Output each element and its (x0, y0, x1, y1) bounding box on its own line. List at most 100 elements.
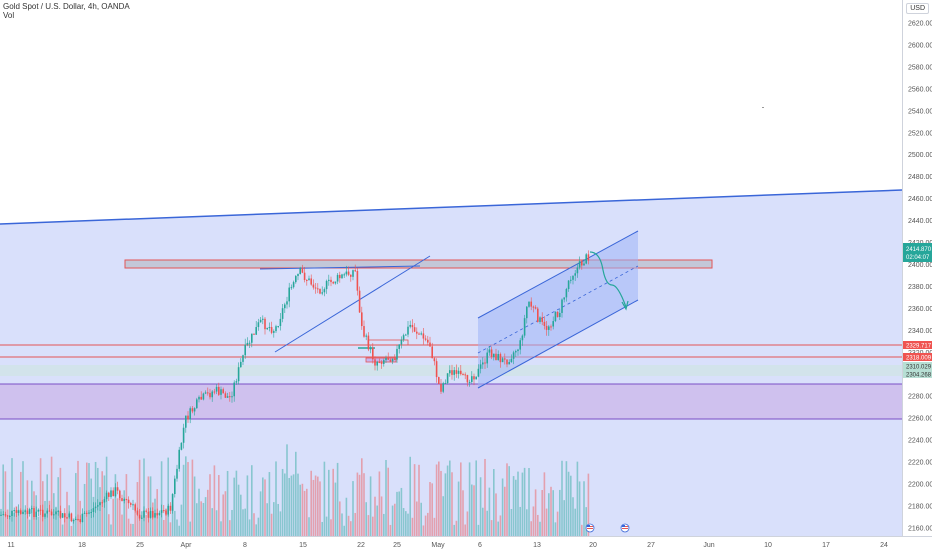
volume-bar (268, 472, 271, 536)
volume-bar (572, 497, 574, 536)
volume-bar (383, 513, 385, 536)
candle-body (39, 509, 42, 511)
candle-body (231, 396, 233, 398)
candle-body (105, 492, 108, 500)
time-tick-label: 6 (478, 542, 482, 549)
volume-bar (279, 511, 282, 536)
volume-bar (396, 491, 398, 536)
candle-body (152, 510, 154, 518)
time-axis[interactable]: 11 18 25 Apr 8 15 22 25 May 6 13 20 27 Jun 10 17 24 (0, 536, 932, 551)
candle-body (11, 510, 13, 516)
candle-body (501, 358, 504, 363)
price-tick-label: 2280.00 (908, 394, 932, 401)
volume-bar (143, 458, 145, 536)
candle-body (77, 518, 79, 520)
time-tick-label: 27 (647, 542, 655, 549)
volume-label[interactable]: Vol (3, 11, 15, 20)
candle-body (488, 349, 491, 353)
candle-body (431, 346, 433, 359)
support-band (0, 365, 902, 376)
price-tick-label: 2200.00 (908, 481, 932, 488)
level-c-label: 2310.029 (906, 365, 932, 371)
price-tick-label: 2260.00 (908, 416, 932, 423)
candle-body (466, 374, 469, 383)
candle-body (240, 361, 242, 368)
volume-bar (543, 472, 546, 536)
candle-body (242, 355, 244, 362)
candle-body (123, 499, 125, 501)
candle-body (345, 271, 348, 275)
candle-body (433, 358, 436, 362)
candle-body (493, 353, 495, 357)
candle-body (35, 511, 37, 518)
candle-body (145, 510, 147, 512)
flag-us-icon[interactable] (585, 523, 595, 533)
candle-body (446, 373, 449, 384)
volume-bar (224, 491, 227, 536)
volume-bar (174, 510, 176, 536)
candle-body (136, 510, 139, 515)
volume-bar (385, 459, 387, 536)
candle-body (455, 370, 458, 374)
candle-body (266, 327, 268, 330)
candle-body (158, 512, 161, 516)
volume-bar (121, 514, 123, 536)
candle-body (572, 275, 574, 280)
candle-body (519, 340, 521, 350)
currency-button[interactable]: USD (906, 3, 929, 14)
candle-body (187, 415, 189, 420)
candle-body (4, 514, 7, 516)
volume-bar (114, 474, 117, 536)
time-tick-label: 20 (589, 542, 597, 549)
volume-bar (237, 484, 240, 536)
volume-bar (444, 473, 447, 536)
volume-bar (4, 471, 7, 536)
candle-body (204, 392, 207, 394)
candle-body (198, 396, 200, 400)
candle-body (515, 351, 517, 353)
price-tick-label: 2560.00 (908, 86, 932, 93)
countdown-label: 02:04:07 (906, 255, 930, 261)
volume-bar (407, 513, 409, 536)
price-tick-label: 2220.00 (908, 460, 932, 467)
candle-body (420, 333, 422, 335)
candle-body (130, 503, 132, 505)
price-axis[interactable]: 2620.00 2600.00 2580.00 2560.00 2540.00 2520.… (902, 0, 932, 536)
candle-body (66, 517, 68, 519)
candle-body (196, 399, 198, 409)
candle-body (127, 499, 130, 504)
price-chart[interactable] (0, 0, 902, 536)
volume-bar (187, 462, 189, 536)
candle-body (229, 396, 231, 398)
volume-bar (523, 467, 526, 536)
candle-body (506, 359, 508, 365)
candle-body (26, 510, 29, 514)
time-tick-label: May (431, 542, 445, 549)
candle-body (358, 290, 361, 313)
volume-bar (15, 506, 18, 536)
candle-body (262, 318, 264, 320)
candle-body (574, 273, 576, 276)
candle-body (70, 513, 73, 522)
candle-body (576, 267, 579, 274)
flag-us-icon[interactable] (620, 523, 630, 533)
volume-bar (363, 473, 365, 536)
volume-bar (123, 490, 125, 536)
volume-bar (336, 462, 339, 536)
candle-body (75, 518, 77, 520)
time-tick-label: 25 (136, 542, 144, 549)
candle-body (154, 513, 156, 518)
volume-bar (290, 475, 293, 536)
candle-body (143, 510, 145, 518)
symbol-title[interactable]: Gold Spot / U.S. Dollar, 4h, OANDA (3, 2, 130, 11)
resistance-box[interactable] (124, 259, 713, 269)
candle-body (176, 468, 178, 479)
candle-body (422, 333, 425, 339)
candle-body (457, 370, 460, 374)
volume-bar (510, 508, 513, 536)
volume-bar (479, 477, 482, 536)
volume-bar (215, 510, 218, 536)
rising-zone (0, 190, 902, 536)
volume-bar (435, 464, 438, 536)
volume-bar (504, 486, 506, 536)
